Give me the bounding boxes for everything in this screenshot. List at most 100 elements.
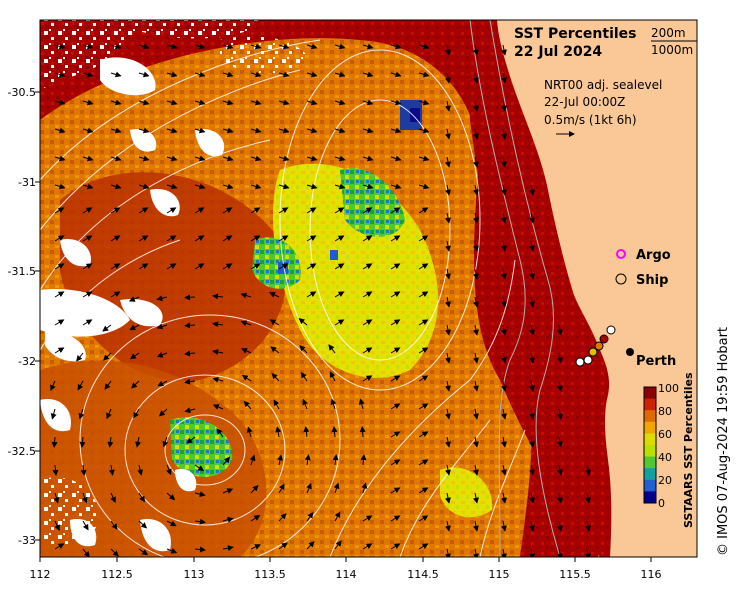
contour-label-200m: 200m — [651, 26, 686, 40]
current-vector — [445, 100, 451, 112]
current-vector — [278, 155, 290, 162]
current-vector — [82, 127, 94, 134]
current-vector — [390, 459, 401, 466]
current-vector — [529, 380, 535, 392]
current-vector — [473, 268, 479, 280]
current-vector — [557, 380, 563, 392]
current-vector — [418, 347, 429, 354]
current-vector — [104, 380, 112, 390]
current-vector — [334, 155, 346, 162]
current-vector — [334, 319, 345, 326]
current-vector — [529, 268, 535, 280]
current-vector — [212, 321, 224, 328]
y-tick-label: -31 — [18, 176, 36, 189]
current-vector — [501, 464, 507, 476]
current-vector — [362, 375, 373, 382]
current-vector — [362, 183, 374, 190]
current-vector — [138, 155, 150, 162]
current-vector — [445, 352, 451, 364]
current-vector — [166, 99, 178, 106]
current-vector — [110, 520, 118, 530]
current-vector — [212, 404, 224, 410]
current-vector — [250, 71, 262, 78]
current-vector — [250, 183, 262, 190]
current-vector — [53, 492, 60, 504]
current-vector — [54, 347, 65, 354]
current-time-label: 22-Jul 00:00Z — [544, 95, 625, 109]
current-vector — [557, 520, 563, 532]
current-vector — [501, 548, 507, 557]
current-vector — [501, 352, 507, 364]
current-vector — [557, 548, 563, 557]
current-vector — [222, 155, 234, 162]
current-vector — [445, 324, 451, 336]
current-vector — [54, 543, 65, 550]
x-tick-label: 112.5 — [101, 568, 133, 581]
current-vector — [302, 398, 308, 410]
coastal-warm-strip — [470, 20, 612, 557]
current-vector — [473, 184, 479, 196]
current-vector — [222, 127, 234, 134]
current-vector — [303, 426, 310, 438]
current-vector — [501, 436, 507, 448]
colorbar-segment — [644, 468, 656, 481]
current-vector — [278, 43, 290, 50]
y-tick-label: -30.5 — [8, 86, 36, 99]
current-vector — [360, 454, 367, 466]
current-vector — [166, 127, 178, 134]
current-vector — [137, 464, 144, 476]
current-vector — [166, 464, 172, 476]
colorbar-segment — [644, 456, 656, 469]
current-vector — [194, 518, 206, 525]
colorbar-tick-label: 60 — [658, 428, 672, 441]
current-vector — [222, 43, 234, 50]
current-vector — [54, 155, 66, 162]
current-vector — [222, 263, 233, 270]
current-vector — [445, 268, 451, 280]
current-vector — [332, 454, 339, 466]
current-vector — [390, 71, 402, 78]
current-vector — [529, 548, 535, 557]
current-vector — [77, 380, 84, 391]
current-vector — [82, 183, 94, 190]
current-vector — [529, 184, 535, 196]
y-tick-label: -32 — [18, 355, 36, 368]
contour-label-1000m: 1000m — [651, 43, 693, 57]
current-vector — [278, 127, 290, 134]
current-vector — [390, 127, 402, 134]
colorbar-segment — [644, 387, 656, 400]
current-vector — [54, 520, 60, 531]
current-vector — [501, 324, 507, 336]
current-vector — [81, 492, 88, 504]
current-vector — [250, 155, 262, 162]
current-vector — [166, 207, 177, 214]
colorbar-segment — [644, 421, 656, 434]
current-vector — [110, 43, 122, 50]
current-vector — [445, 44, 451, 56]
imos-credit: © IMOS 07-Aug-2024 19:59 Hobart — [716, 327, 731, 556]
colorbar-tick-label: 20 — [658, 474, 672, 487]
current-vector — [501, 128, 507, 140]
colorbar-tick-label: 100 — [658, 382, 679, 395]
current-vector — [54, 127, 66, 134]
current-vector — [306, 127, 318, 134]
current-vector — [418, 263, 429, 270]
current-vector — [306, 71, 318, 78]
current-vector — [306, 207, 317, 214]
current-vector — [306, 43, 318, 50]
colorbar-segment — [644, 445, 656, 458]
current-vector — [273, 399, 280, 410]
current-vector — [418, 375, 429, 382]
current-vector — [82, 99, 94, 106]
current-vector — [390, 403, 401, 410]
current-vector — [334, 540, 342, 550]
current-vector — [54, 207, 65, 214]
current-vector — [110, 263, 121, 270]
axis-tick-marks — [35, 91, 652, 562]
current-vector — [54, 183, 66, 190]
current-vectors — [50, 43, 591, 557]
current-vector — [138, 183, 150, 190]
current-vector — [128, 296, 140, 302]
current-vector — [390, 263, 401, 270]
